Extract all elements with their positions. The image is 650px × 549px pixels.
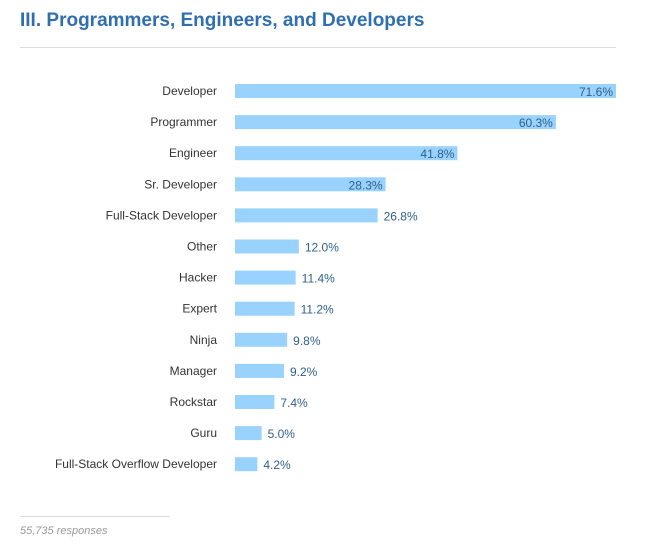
bar-row: Developer 71.6% bbox=[162, 84, 616, 99]
bar-row: Other 12.0% bbox=[187, 239, 339, 255]
bar bbox=[235, 270, 296, 285]
response-count: 55,735 responses bbox=[20, 525, 108, 537]
bar bbox=[235, 208, 378, 223]
category-label: Engineer bbox=[169, 146, 217, 160]
value-label: 5.0% bbox=[268, 427, 296, 441]
category-label: Guru bbox=[190, 426, 217, 440]
value-label: 12.0% bbox=[305, 241, 339, 255]
category-label: Programmer bbox=[150, 115, 217, 129]
category-label: Ninja bbox=[190, 333, 218, 347]
category-label: Other bbox=[187, 240, 217, 254]
bar bbox=[235, 177, 386, 192]
value-label: 28.3% bbox=[349, 178, 383, 192]
bar-chart: Developer 71.6% Programmer 60.3% Engineer 41.… bbox=[55, 84, 616, 472]
category-label: Developer bbox=[162, 84, 217, 98]
category-label: Rockstar bbox=[170, 395, 217, 409]
bar bbox=[235, 426, 262, 441]
footer-divider bbox=[20, 516, 170, 517]
bar-row: Full-Stack Overflow Developer 4.2% bbox=[55, 457, 291, 472]
value-label: 4.2% bbox=[263, 458, 291, 472]
bar bbox=[235, 84, 616, 98]
title-divider bbox=[20, 47, 616, 48]
category-label: Manager bbox=[170, 364, 217, 378]
bar bbox=[235, 395, 275, 409]
bar bbox=[235, 332, 288, 347]
category-label: Hacker bbox=[179, 271, 217, 285]
bar-row: Expert 11.2% bbox=[182, 301, 334, 317]
value-label: 60.3% bbox=[519, 116, 553, 130]
bar-row: Programmer 60.3% bbox=[150, 115, 556, 130]
value-label: 11.2% bbox=[301, 303, 334, 317]
category-label: Full-Stack Developer bbox=[106, 208, 217, 222]
value-label: 71.6% bbox=[579, 85, 613, 99]
chart-title: III. Programmers, Engineers, and Develop… bbox=[20, 10, 425, 31]
value-label: 11.4% bbox=[302, 272, 335, 286]
bar bbox=[235, 239, 299, 254]
value-label: 41.8% bbox=[420, 147, 454, 161]
category-label: Sr. Developer bbox=[144, 177, 217, 191]
bar bbox=[235, 457, 258, 472]
bar-row: Sr. Developer 28.3% bbox=[144, 177, 386, 192]
bar-row: Hacker 11.4% bbox=[179, 270, 335, 286]
category-label: Expert bbox=[182, 302, 217, 316]
bar bbox=[235, 363, 284, 378]
category-label: Full-Stack Overflow Developer bbox=[55, 457, 217, 471]
bar bbox=[235, 115, 556, 130]
value-label: 7.4% bbox=[280, 396, 308, 410]
bar bbox=[235, 301, 295, 316]
bar-row: Guru 5.0% bbox=[190, 426, 295, 441]
value-label: 26.8% bbox=[384, 209, 418, 223]
bar-row: Engineer 41.8% bbox=[169, 146, 458, 161]
value-label: 9.2% bbox=[290, 365, 318, 379]
bar-row: Ninja 9.8% bbox=[190, 332, 321, 348]
bar bbox=[235, 146, 458, 161]
value-label: 9.8% bbox=[293, 334, 321, 348]
bar-row: Manager 9.2% bbox=[170, 363, 318, 379]
bar-row: Full-Stack Developer 26.8% bbox=[106, 208, 418, 223]
bar-row: Rockstar 7.4% bbox=[170, 395, 308, 410]
